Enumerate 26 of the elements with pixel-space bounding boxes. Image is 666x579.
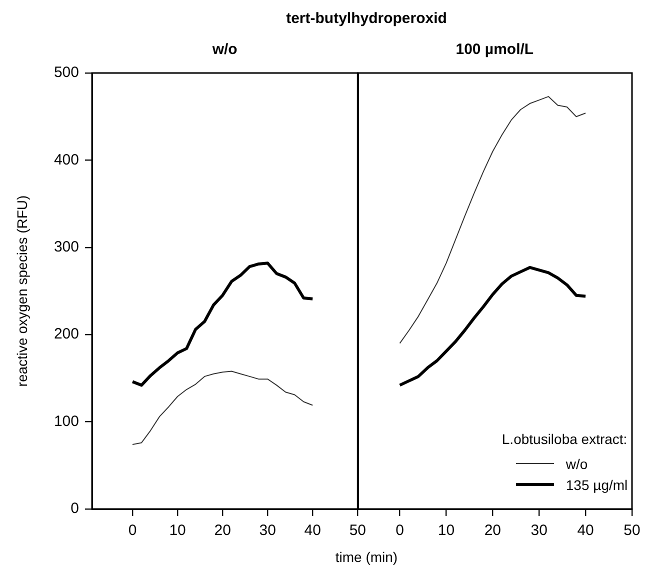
x-tick-label: 40 bbox=[576, 522, 594, 540]
x-axis-title: time (min) bbox=[334, 549, 399, 565]
x-tick-label: 40 bbox=[304, 522, 321, 540]
chart-subtitle: w/o bbox=[211, 41, 238, 58]
legend-label: w/o bbox=[566, 456, 588, 472]
x-tick-label: 10 bbox=[438, 522, 454, 540]
y-tick-label: 500 bbox=[54, 64, 79, 82]
x-tick-label: 20 bbox=[214, 522, 231, 540]
y-tick-label: 200 bbox=[54, 326, 79, 343]
x-tick-label: 30 bbox=[259, 522, 276, 540]
x-tick-label: 0 bbox=[128, 522, 137, 540]
y-tick-label: 400 bbox=[54, 151, 79, 168]
y-tick-label: 0 bbox=[70, 500, 79, 518]
y-tick-label: 100 bbox=[54, 412, 79, 430]
x-tick-label: 30 bbox=[530, 522, 548, 540]
chart-subtitle: 100 µmol/L bbox=[454, 41, 535, 58]
y-tick-label: 300 bbox=[54, 238, 79, 256]
y-axis-title: reactive oxygen species (RFU) bbox=[14, 195, 30, 387]
legend-title: L.obtusiloba extract: bbox=[502, 431, 628, 447]
legend-label: 135 µg/ml bbox=[566, 476, 628, 492]
x-tick-label: 50 bbox=[349, 522, 366, 540]
x-tick-label: 10 bbox=[169, 522, 186, 540]
x-tick-label: 20 bbox=[484, 522, 501, 540]
chart-title: tert-butylhydroperoxid bbox=[285, 10, 448, 27]
x-tick-label: 50 bbox=[623, 522, 640, 540]
x-tick-label: 0 bbox=[395, 522, 404, 540]
